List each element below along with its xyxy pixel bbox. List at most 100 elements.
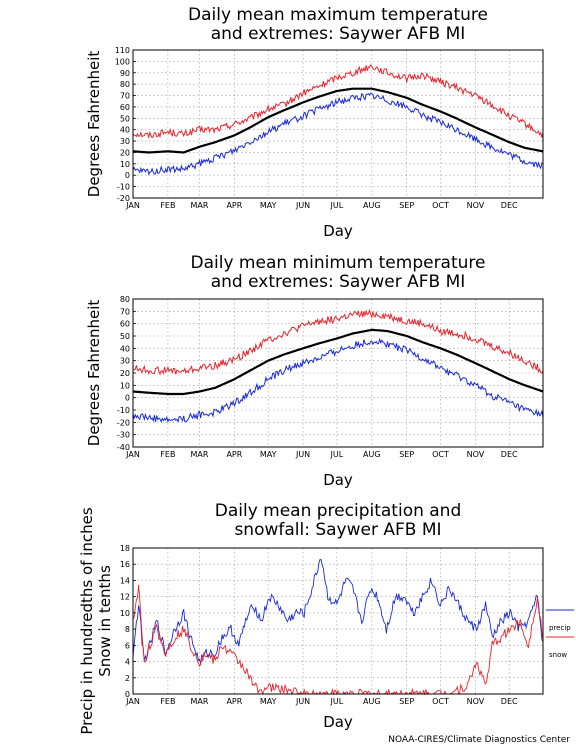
y-tick-label: 8	[125, 625, 130, 634]
x-tick-label: MAR	[190, 697, 208, 706]
x-tick-label: OCT	[432, 450, 449, 459]
y-tick-label: 14	[120, 576, 130, 585]
y-tick-label: 60	[120, 320, 130, 329]
y-tick-label: 20	[120, 369, 130, 378]
panel1-title-line2: and extremes: Saywer AFB MI	[211, 24, 466, 44]
plot-frame	[132, 49, 544, 199]
y-tick-label: 10	[120, 381, 130, 390]
x-tick-label: DEC	[501, 201, 518, 210]
x-tick-label: OCT	[432, 697, 449, 706]
y-tick-label: 40	[120, 344, 130, 353]
x-tick-label: AUG	[363, 697, 381, 706]
x-tick-label: APR	[226, 697, 242, 706]
y-tick-label: 70	[120, 92, 130, 101]
series-line-low	[132, 337, 544, 424]
panel1-title-line1: Daily mean maximum temperature	[188, 5, 488, 25]
y-tick-label: 20	[120, 148, 130, 157]
panel2-x-axis-label: Day	[323, 471, 353, 489]
y-tick-label: 30	[120, 357, 130, 366]
x-tick-label: MAR	[190, 201, 208, 210]
series-line-high	[132, 63, 544, 140]
y-tick-label: 12	[120, 593, 130, 602]
x-tick-label: MAY	[260, 201, 277, 210]
x-tick-label: SEP	[399, 450, 414, 459]
legend-precip-label: precip	[549, 624, 571, 632]
x-tick-label: JUL	[330, 450, 344, 459]
x-tick-label: APR	[226, 450, 242, 459]
x-tick-label: MAY	[260, 450, 277, 459]
y-tick-label: 0	[125, 394, 130, 403]
x-tick-label: NOV	[467, 201, 485, 210]
legend: precip snow	[546, 609, 574, 659]
y-tick-label: 2	[125, 674, 130, 683]
y-tick-label: 60	[120, 103, 130, 112]
series-line-high	[133, 308, 544, 376]
x-tick-label: JUN	[295, 450, 310, 459]
x-tick-label: FEB	[160, 201, 175, 210]
panel1-x-axis-label: Day	[323, 222, 353, 240]
panel3-x-axis-label: Day	[323, 713, 353, 731]
panel1-plot: -20 -10 0 10 20 30 40 50 60 70 80 90 100 110 JAN FEB MAR…	[115, 46, 544, 210]
x-tick-label: FEB	[160, 450, 175, 459]
y-tick-label: -10	[117, 183, 130, 192]
y-tick-label: 30	[120, 137, 130, 146]
panel2-title-line1: Daily mean minimum temperature	[191, 253, 486, 273]
y-tick-label: -30	[117, 431, 130, 440]
y-tick-label: 50	[120, 332, 130, 341]
y-tick-label: 100	[115, 57, 130, 66]
y-tick-label: 110	[115, 46, 130, 55]
y-tick-label: 40	[120, 126, 130, 135]
x-tick-label: NOV	[467, 450, 485, 459]
y-tick-label: 80	[120, 295, 130, 304]
y-tick-label: -40	[117, 443, 130, 452]
y-tick-label: 0	[125, 171, 130, 180]
x-tick-label: MAR	[190, 450, 208, 459]
series-line-mean	[132, 328, 544, 396]
y-tick-label: 90	[120, 69, 130, 78]
panel3-y-axis-label-line1: Precip in hundredths of inches	[78, 507, 96, 734]
x-tick-label: SEP	[399, 201, 414, 210]
x-tick-label: DEC	[501, 697, 518, 706]
x-tick-label: JAN	[125, 450, 140, 459]
y-tick-label: 6	[125, 641, 130, 650]
y-tick-label: -20	[117, 418, 130, 427]
plot-frame	[132, 547, 544, 695]
y-tick-label: -10	[117, 406, 130, 415]
panel3-y-axis-label-line2: Snow in tenths	[96, 565, 114, 677]
y-tick-label: 50	[120, 114, 130, 123]
y-tick-label: 18	[120, 544, 130, 553]
x-tick-label: JUN	[295, 201, 310, 210]
x-tick-label: AUG	[363, 201, 381, 210]
x-tick-label: APR	[226, 201, 242, 210]
panel2-title-line2: and extremes: Saywer AFB MI	[211, 272, 466, 292]
y-tick-label: 16	[120, 560, 130, 569]
y-tick-label: 70	[120, 307, 130, 316]
y-tick-label: 80	[120, 80, 130, 89]
y-tick-label: 10	[120, 609, 130, 618]
y-tick-label: -20	[117, 194, 130, 203]
panel3-title-line1: Daily mean precipitation and	[215, 501, 462, 521]
x-tick-label: DEC	[501, 450, 518, 459]
panel3-title-line2: snowfall: Saywer AFB MI	[234, 520, 441, 540]
x-tick-label: SEP	[399, 697, 414, 706]
panel3-plot: 0 2 4 6 8 10 12 14 16 18 JAN FEB MAR APR MAY JUN JUL AUG S…	[120, 544, 544, 706]
legend-snow-label: snow	[549, 651, 567, 659]
series-line-precip	[132, 558, 544, 665]
panel-min-temperature: Daily mean minimum temperature and extre…	[85, 253, 544, 489]
panel1-y-axis-label: Degrees Fahrenheit	[85, 51, 103, 198]
series-line-low	[132, 92, 544, 176]
panel-max-temperature: Daily mean maximum temperature and extre…	[85, 5, 544, 240]
x-tick-label: JAN	[125, 697, 140, 706]
y-tick-label: 4	[125, 658, 130, 667]
credit-text: NOAA-CIRES/Climate Diagnostics Center	[388, 735, 570, 745]
x-tick-label: NOV	[467, 697, 485, 706]
panel2-y-axis-label: Degrees Fahrenheit	[85, 300, 103, 447]
x-tick-label: AUG	[363, 450, 381, 459]
y-tick-label: 10	[120, 160, 130, 169]
x-tick-label: MAY	[260, 697, 277, 706]
x-tick-label: JUL	[330, 201, 344, 210]
panel2-plot: -40 -30 -20 -10 0 10 20 30 40 50 60 70 80 JAN FEB MAR AP…	[117, 295, 544, 459]
x-tick-label: FEB	[160, 697, 175, 706]
series-line-mean	[132, 87, 544, 154]
